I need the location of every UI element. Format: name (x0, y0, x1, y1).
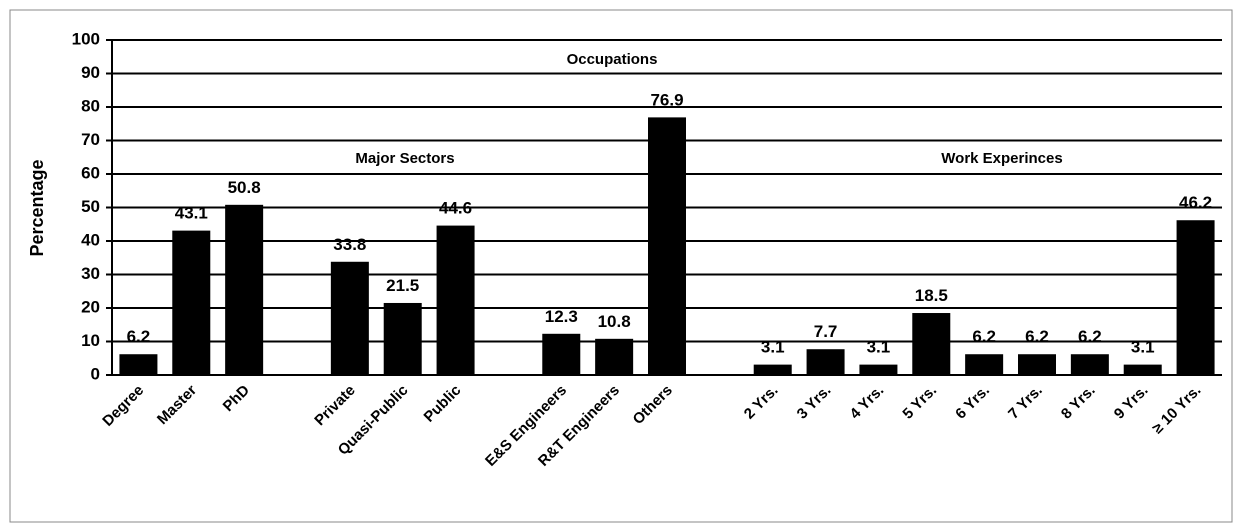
value-label: 76.9 (650, 90, 683, 109)
x-tick-label: 8 Yrs. (1058, 382, 1099, 423)
value-label: 6.2 (127, 327, 151, 346)
value-label: 3.1 (1131, 338, 1155, 357)
value-label: 3.1 (867, 338, 891, 357)
x-tick-label: PhD (220, 382, 253, 415)
bar (436, 225, 475, 375)
frame (9, 9, 1233, 523)
value-label: 44.6 (439, 199, 472, 218)
value-label: 10.8 (598, 312, 631, 331)
bar (1070, 354, 1109, 375)
value-label: 3.1 (761, 338, 785, 357)
bar (806, 349, 845, 375)
bar (542, 333, 581, 375)
bar (225, 204, 264, 375)
x-tick-label: 6 Yrs. (952, 382, 993, 423)
bar (1123, 364, 1162, 375)
bar (172, 230, 211, 375)
bar (1176, 220, 1215, 375)
value-label: 43.1 (175, 204, 208, 223)
value-label: 50.8 (228, 178, 261, 197)
bar (1018, 354, 1056, 375)
x-tick-label: 4 Yrs. (847, 382, 888, 423)
bar (383, 302, 422, 375)
value-label: 7.7 (814, 322, 838, 341)
annotation: Work Experinces (941, 150, 1062, 167)
bar (595, 338, 634, 375)
y-tick-label: 80 (81, 96, 100, 115)
x-tick-label: Public (421, 382, 465, 426)
value-label: 12.3 (545, 307, 578, 326)
bar (119, 354, 158, 375)
value-label: 18.5 (915, 286, 948, 305)
value-label: 6.2 (1078, 327, 1102, 346)
y-tick-label: 70 (81, 130, 100, 149)
bar (912, 313, 951, 375)
y-tick-label: 30 (81, 264, 100, 283)
value-label: 46.2 (1179, 193, 1212, 212)
annotation: Major Sectors (355, 150, 454, 167)
x-tick-label: Private (311, 382, 358, 429)
y-tick-label: 20 (81, 297, 100, 316)
y-tick-label: 100 (72, 29, 100, 48)
value-label: 21.5 (386, 276, 419, 295)
y-tick-label: 10 (81, 331, 100, 350)
bar (965, 354, 1004, 375)
x-tick-label: Master (154, 382, 200, 428)
x-tick-label: Degree (99, 382, 147, 430)
x-tick-label: 9 Yrs. (1111, 382, 1152, 423)
value-label: 33.8 (333, 235, 366, 254)
y-tick-label: 0 (91, 364, 100, 383)
bar (648, 117, 686, 375)
value-label: 6.2 (972, 327, 996, 346)
y-axis-label: Percentage (27, 159, 47, 256)
bar (753, 364, 792, 375)
x-tick-label: 2 Yrs. (741, 382, 782, 423)
bar (330, 261, 369, 375)
bar (859, 364, 898, 375)
y-tick-label: 90 (81, 63, 100, 82)
x-tick-label: Others (630, 382, 676, 428)
y-tick-label: 60 (81, 163, 100, 182)
x-tick-label: ≥ 10 Yrs. (1149, 382, 1204, 437)
annotation: Occupations (567, 51, 658, 68)
value-label: 6.2 (1025, 327, 1049, 346)
x-tick-label: 7 Yrs. (1005, 382, 1046, 423)
x-tick-label: 3 Yrs. (794, 382, 835, 423)
y-tick-label: 50 (81, 197, 100, 216)
y-tick-label: 40 (81, 230, 100, 249)
x-tick-label: 5 Yrs. (899, 382, 940, 423)
